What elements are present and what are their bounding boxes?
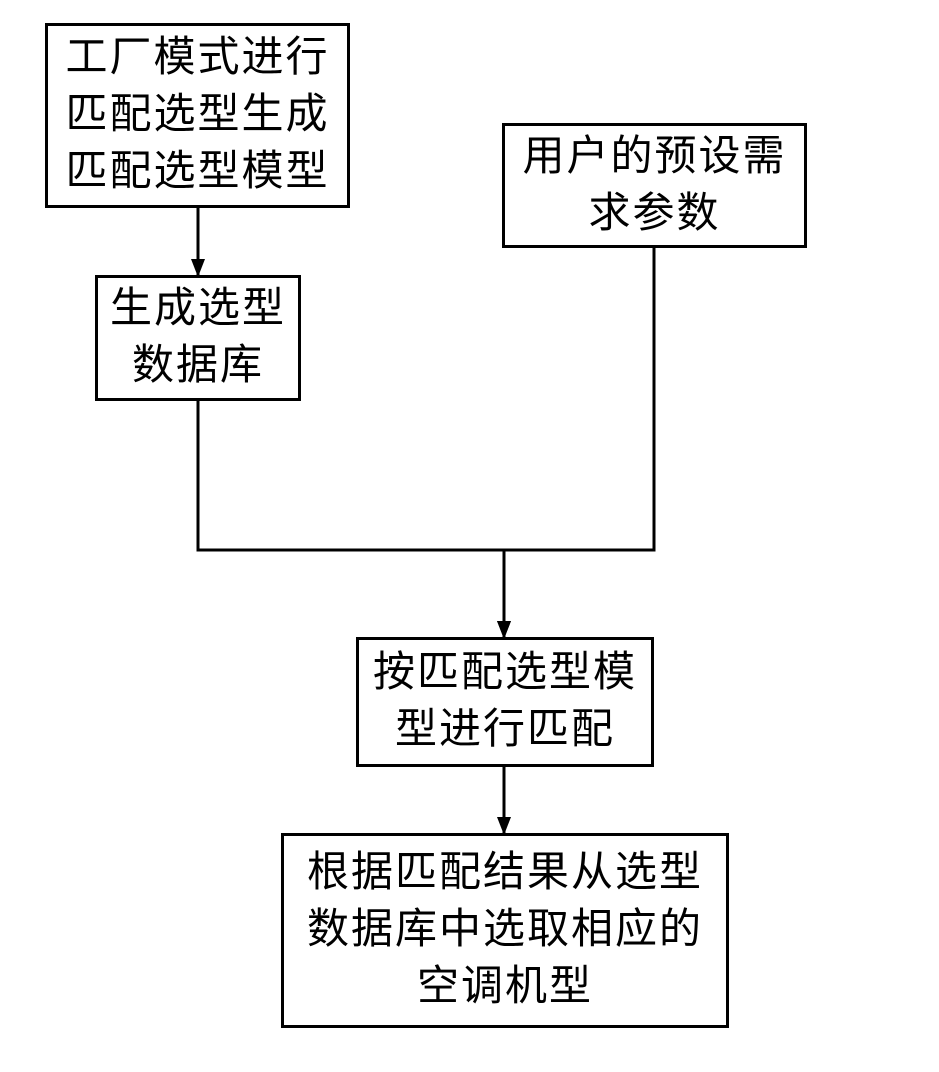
node-match-by-model: 按匹配选型模型进行匹配 <box>356 637 654 767</box>
node-label: 生成选型数据库 <box>102 275 294 400</box>
node-label: 工厂模式进行匹配选型生成匹配选型模型 <box>57 24 337 206</box>
flowchart-canvas: 工厂模式进行匹配选型生成匹配选型模型 生成选型数据库 用户的预设需求参数 按匹配… <box>0 0 939 1072</box>
edge-node3-node4 <box>504 248 654 637</box>
node-select-model-result: 根据匹配结果从选型数据库中选取相应的空调机型 <box>281 833 729 1028</box>
node-factory-mode: 工厂模式进行匹配选型生成匹配选型模型 <box>45 23 350 208</box>
node-label: 用户的预设需求参数 <box>514 123 794 248</box>
node-label: 根据匹配结果从选型数据库中选取相应的空调机型 <box>299 839 711 1021</box>
node-label: 按匹配选型模型进行匹配 <box>365 639 645 764</box>
node-user-params: 用户的预设需求参数 <box>502 123 807 248</box>
edge-node2-node4 <box>198 401 504 637</box>
node-generate-db: 生成选型数据库 <box>95 275 301 401</box>
